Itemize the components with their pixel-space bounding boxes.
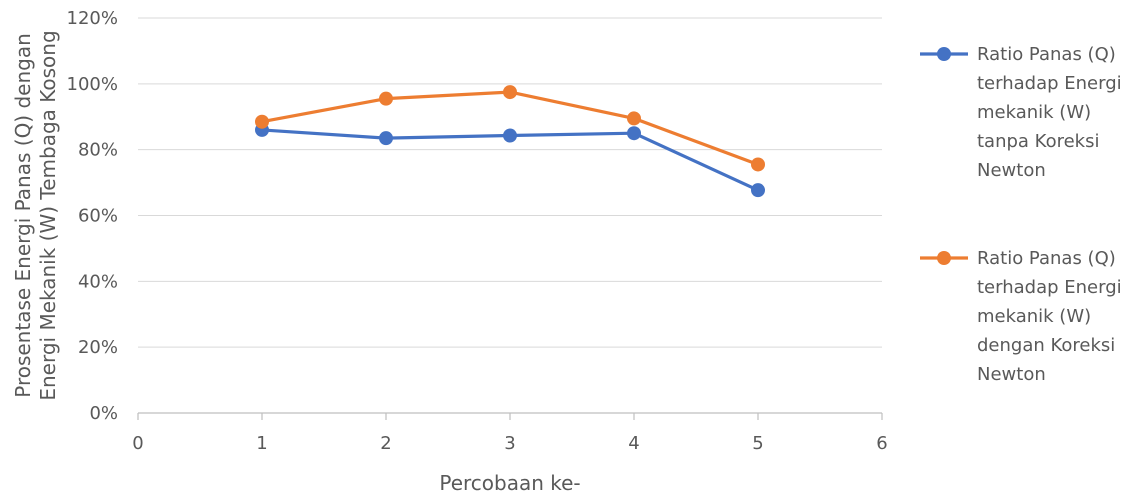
gridlines <box>138 17 882 348</box>
legend-label-line: mekanik (W) <box>977 306 1091 327</box>
legend-label-line: Ratio Panas (Q) <box>977 44 1116 65</box>
y-tick-label: 20% <box>78 337 118 358</box>
legend-entry-2: Ratio Panas (Q) terhadap Energi mekanik (W… <box>920 248 1122 385</box>
x-tick-label: 4 <box>628 433 639 454</box>
axes <box>137 412 883 420</box>
x-tick-label: 1 <box>256 433 267 454</box>
data-point <box>751 157 765 172</box>
x-tick-label: 6 <box>876 433 887 454</box>
series-line <box>261 90 759 166</box>
legend: Ratio Panas (Q) terhadap Energi mekanik (W… <box>920 44 1122 385</box>
legend-swatch-marker <box>937 251 951 265</box>
x-tick-label: 2 <box>380 433 391 454</box>
legend-label-line: mekanik (W) <box>977 102 1091 123</box>
legend-label-line: dengan Koreksi <box>977 335 1115 356</box>
legend-entry-1: Ratio Panas (Q) terhadap Energi mekanik (W… <box>920 44 1122 181</box>
axis-titles: Percobaan ke- Prosentase Energi Panas (Q)… <box>11 30 581 495</box>
legend-label-line: terhadap Energi <box>977 73 1122 94</box>
data-point <box>255 114 269 129</box>
legend-label-line: Newton <box>977 160 1046 181</box>
legend-label-line: Newton <box>977 364 1046 385</box>
x-tick-label: 0 <box>132 433 143 454</box>
data-point <box>503 128 517 143</box>
y-tick-label: 80% <box>78 140 118 161</box>
series-2 <box>255 85 765 172</box>
legend-swatch-marker <box>937 47 951 61</box>
data-point <box>379 131 393 146</box>
tick-labels: 0% 20% 40% 60% 80% 100% 120% 0 1 2 3 4 5 6 <box>67 8 888 454</box>
data-point <box>379 91 393 106</box>
y-tick-label: 40% <box>78 271 118 292</box>
y-tick-label: 100% <box>67 74 118 95</box>
legend-label-line: tanpa Koreksi <box>977 131 1099 152</box>
series-layer <box>255 85 765 198</box>
y-axis-title-line: Prosentase Energi Panas (Q) dengan <box>11 33 35 398</box>
legend-label-line: Ratio Panas (Q) <box>977 248 1116 269</box>
y-tick-label: 120% <box>67 8 118 29</box>
x-tick-label: 5 <box>752 433 763 454</box>
data-point <box>627 126 641 141</box>
x-tick-label: 3 <box>504 433 515 454</box>
x-axis-title: Percobaan ke- <box>439 471 580 495</box>
data-point <box>503 85 517 100</box>
y-tick-label: 0% <box>89 403 118 424</box>
data-point <box>627 111 641 126</box>
y-tick-label: 60% <box>78 206 118 227</box>
legend-label-line: terhadap Energi <box>977 277 1122 298</box>
data-point <box>751 183 765 198</box>
y-axis-title-line: Energi Mekanik (W) Tembaga Kosong <box>36 30 60 400</box>
series-1 <box>255 122 765 198</box>
